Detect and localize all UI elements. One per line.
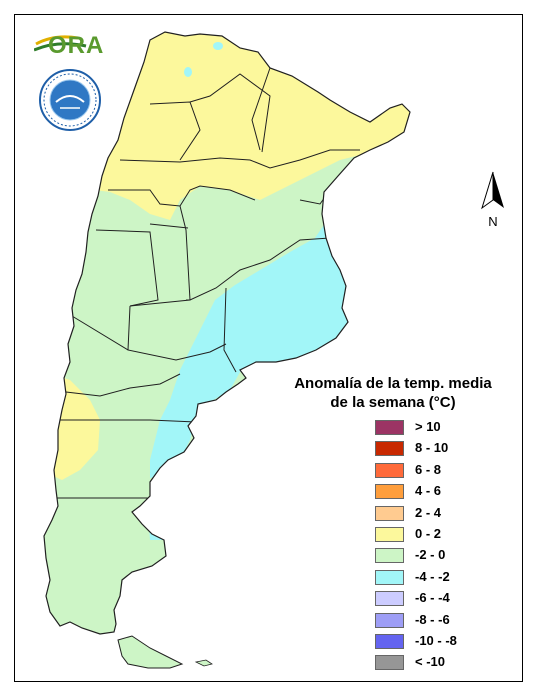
border-line — [108, 185, 256, 207]
legend-swatch — [375, 591, 404, 607]
legend-label: 4 - 6 — [415, 483, 442, 499]
tierra-del-fuego — [117, 635, 184, 669]
legend-swatch — [375, 633, 404, 649]
legend-swatch — [375, 484, 404, 500]
legend-label: 2 - 4 — [415, 504, 442, 520]
legend-title: Anomalía de la temp. media de la semana … — [286, 374, 500, 412]
legend-label: 8 - 10 — [415, 440, 449, 456]
legend-label: > 10 — [415, 419, 441, 434]
north-arrow: N — [478, 170, 508, 232]
lake — [213, 42, 223, 50]
border-line — [95, 229, 159, 307]
ora-logo-icon — [33, 35, 87, 52]
legend-label: -4 - -2 — [415, 568, 450, 584]
legend-label: 0 - 2 — [415, 525, 442, 541]
legend-swatch — [375, 420, 404, 435]
border-line — [65, 373, 181, 397]
legend-swatch — [375, 441, 404, 457]
north-label: N — [488, 214, 498, 229]
north-arrow-icon — [481, 171, 504, 210]
legend-swatch — [375, 505, 404, 521]
legend-label: -2 - 0 — [415, 547, 446, 563]
border-line — [223, 287, 237, 373]
border-line — [149, 101, 201, 161]
legend-label: -8 - -6 — [415, 611, 450, 627]
border-line — [71, 315, 129, 351]
legend-title-line2: de la semana (°C) — [330, 394, 456, 411]
zone-cold-south — [148, 512, 170, 540]
border-line — [127, 305, 227, 361]
border-line — [189, 73, 271, 153]
legend-swatch — [375, 526, 404, 542]
legend-label: < -10 — [415, 654, 445, 670]
province-borders — [54, 67, 360, 499]
legend-swatch — [375, 655, 404, 671]
legend-label: -10 - -8 — [415, 632, 457, 648]
lake — [184, 67, 192, 77]
legend-swatch — [375, 462, 404, 478]
seal-icon — [39, 69, 101, 131]
map-frame — [14, 14, 523, 682]
legend-title-line1: Anomalía de la temp. media — [294, 375, 492, 392]
institution-seal — [38, 68, 102, 132]
border-line — [58, 419, 197, 423]
legend-label: -6 - -4 — [415, 590, 450, 606]
border-line — [119, 149, 360, 169]
ora-logo-text: ORA — [48, 32, 105, 59]
legend-swatch — [375, 569, 404, 585]
zone-cold-pampas — [150, 216, 360, 478]
ora-logo: ORA — [33, 28, 105, 62]
legend-swatch — [375, 612, 404, 628]
legend-swatch — [375, 548, 404, 564]
border-line — [149, 223, 189, 229]
legend-label: 6 - 8 — [415, 461, 442, 477]
border-line — [129, 237, 331, 307]
border-line — [251, 67, 271, 151]
island — [194, 659, 213, 667]
